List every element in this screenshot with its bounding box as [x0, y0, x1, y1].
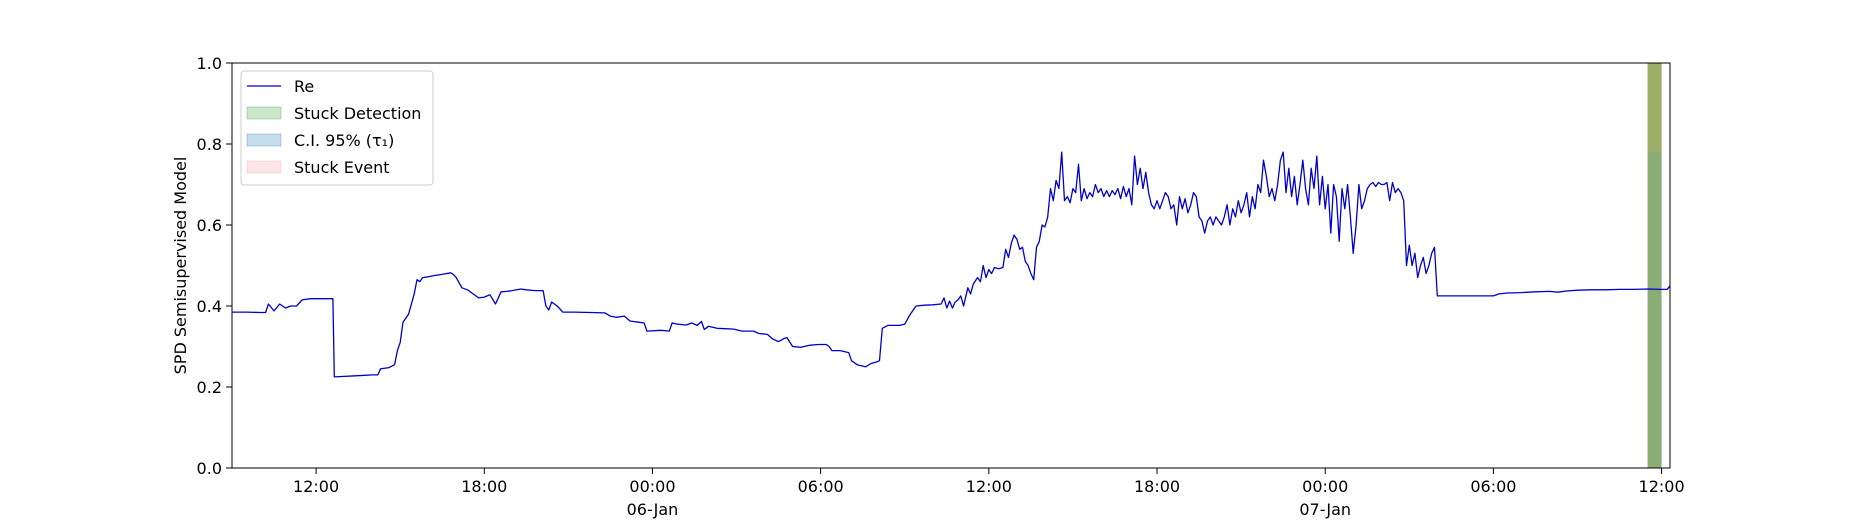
x-tick-label: 06-Jan [627, 500, 679, 519]
x-tick-label: 12:00 [1639, 477, 1685, 496]
x-tick-label: 12:00 [966, 477, 1012, 496]
y-tick-label: 0.6 [197, 216, 222, 235]
legend: Re Stuck Detection C.I. 95% (τ₁) Stuck Even… [240, 70, 434, 186]
x-tick-label: 06:00 [1470, 477, 1516, 496]
y-tick-label: 0.0 [197, 459, 222, 478]
x-tick-label: 07-Jan [1299, 500, 1351, 519]
legend-swatch-patch [246, 160, 282, 174]
y-tick-label: 0.8 [197, 135, 222, 154]
x-tick-label: 00:00 [1302, 477, 1348, 496]
y-axis: 0.0 0.2 0.4 0.6 0.8 1.0 [197, 54, 232, 478]
shaded-region [1647, 63, 1662, 153]
x-tick-label: 18:00 [461, 477, 507, 496]
legend-swatch-patch [246, 106, 282, 120]
y-tick-label: 0.4 [197, 297, 222, 316]
shaded-regions [1647, 63, 1662, 468]
shaded-region [1647, 63, 1662, 468]
legend-box [240, 70, 434, 186]
y-axis-label: SPD Semisupervised Model [171, 157, 190, 375]
x-tick-label: 06:00 [798, 477, 844, 496]
legend-label: Stuck Detection [294, 104, 421, 123]
legend-label: Stuck Event [294, 158, 390, 177]
series-line-re [232, 151, 1671, 378]
y-tick-label: 0.2 [197, 378, 222, 397]
x-tick-label: 1990 [632, 523, 673, 525]
x-tick-label: 18:00 [1134, 477, 1180, 496]
legend-label: Re [294, 77, 314, 96]
x-tick-label: 00:00 [629, 477, 675, 496]
series-layer [232, 151, 1671, 378]
x-tick-label: 12:00 [293, 477, 339, 496]
legend-label: C.I. 95% (τ₁) [294, 131, 394, 150]
x-axis: 12:00 18:00 00:00 06-Jan 1990 06:00 12:00 18:00… [293, 468, 1685, 525]
y-tick-label: 1.0 [197, 54, 222, 73]
plot-frame [231, 62, 1671, 469]
legend-swatch-patch [246, 133, 282, 147]
